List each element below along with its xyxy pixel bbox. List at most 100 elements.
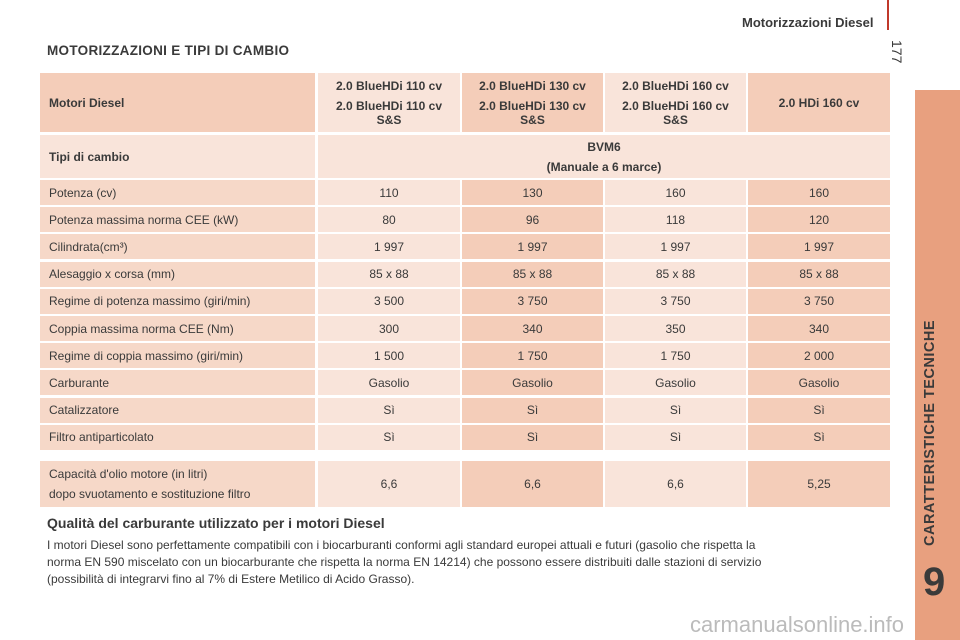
gearbox-value: BVM6 (Manuale a 6 marce)	[318, 135, 890, 178]
gearbox-label: Tipi di cambio	[40, 135, 315, 178]
text: Sì	[813, 403, 825, 418]
page-number: 177	[889, 40, 905, 64]
engine-name: 2.0 BlueHDi 110 cv S&S	[335, 98, 443, 127]
row-value: Gasolio	[748, 370, 890, 396]
text: Filtro antiparticolato	[49, 430, 154, 445]
row-value: 1 997	[748, 234, 890, 260]
text: Sì	[526, 403, 539, 418]
row-value: Sì	[605, 397, 746, 423]
label-line: dopo svuotamento e sostituzione filtro	[49, 487, 251, 501]
text: 5,25	[807, 477, 831, 491]
text: Alesaggio x corsa (mm)	[49, 267, 176, 282]
text: 120	[808, 212, 830, 227]
label: Motori Diesel	[49, 95, 125, 110]
row-value: 1 997	[605, 234, 746, 260]
row-value: 300	[318, 316, 460, 341]
watermark: carmanualsonline.info	[690, 612, 905, 637]
row-value: 85 x 88	[318, 261, 460, 287]
row-value: Sì	[748, 397, 890, 423]
oil-value: 6,6	[462, 461, 603, 507]
text: 3 500	[373, 294, 405, 309]
gearbox-line: BVM6	[587, 139, 621, 154]
row-value: Sì	[318, 424, 460, 450]
label-line: Capacità d'olio motore (in litri)	[49, 467, 208, 481]
text: Sì	[526, 430, 539, 445]
text: 3 750	[803, 294, 835, 309]
text: Sì	[669, 430, 682, 445]
engine-header: 2.0 BlueHDi 110 cv 2.0 BlueHDi 110 cv S&S	[318, 73, 460, 132]
engine-name: 2.0 HDi 160 cv	[778, 95, 860, 110]
text: Carburante	[49, 375, 110, 390]
engine-header: 2.0 BlueHDi 160 cv 2.0 BlueHDi 160 cv S&S	[605, 73, 746, 132]
text: 350	[665, 321, 686, 336]
text: 85 x 88	[369, 267, 409, 282]
engine-header: 2.0 HDi 160 cv	[748, 73, 890, 132]
engine-name: 2.0 BlueHDi 110 cv	[335, 78, 443, 93]
text: Gasolio	[655, 375, 696, 390]
row-value: 110	[318, 180, 460, 205]
body-line: norma EN 590 miscelato con un biocarbura…	[47, 555, 762, 569]
text: 1 500	[373, 348, 405, 363]
row-value: Gasolio	[318, 370, 460, 396]
engine-name: 2.0 BlueHDi 130 cv	[479, 78, 586, 93]
oil-value: 6,6	[318, 461, 460, 507]
text: 6,6	[524, 477, 541, 491]
engine-name: 2.0 BlueHDi 160 cv	[622, 78, 729, 93]
row-label: Cilindrata(cm³)	[40, 234, 315, 260]
text: 1 997	[803, 239, 835, 254]
text: 85 x 88	[512, 267, 553, 282]
text: Sì	[813, 430, 825, 445]
row-value: 130	[462, 180, 603, 205]
text: 85 x 88	[799, 267, 839, 282]
text: Sì	[383, 403, 395, 418]
text: 80	[382, 212, 396, 227]
oil-label: Capacità d'olio motore (in litri) dopo sv…	[40, 461, 315, 507]
row-label: Alesaggio x corsa (mm)	[40, 261, 315, 287]
row-label: Catalizzatore	[40, 397, 315, 423]
row-value: Sì	[462, 397, 603, 423]
text: Regime di coppia massimo (giri/min)	[49, 348, 244, 363]
section-title: Qualità del carburante utilizzato per i …	[47, 515, 385, 531]
row-label: Potenza massima norma CEE (kW)	[40, 207, 315, 233]
row-label: Potenza (cv)	[40, 180, 315, 205]
label: Tipi di cambio	[49, 149, 130, 164]
oil-value: 5,25	[748, 461, 890, 507]
text: 6,6	[667, 477, 684, 491]
row-value: 160	[605, 180, 746, 205]
engine-name: 2.0 BlueHDi 130 cv S&S	[479, 98, 586, 127]
row-value: Gasolio	[605, 370, 746, 396]
text: 2 000	[803, 348, 835, 363]
row-value: Sì	[748, 424, 890, 450]
row-value: 80	[318, 207, 460, 233]
row-value: 120	[748, 207, 890, 233]
running-header: Motorizzazioni Diesel	[742, 15, 874, 30]
chapter-title: CARATTERISTICHE TECNICHE	[922, 319, 938, 546]
row-value: 1 500	[318, 343, 460, 369]
body-line: I motori Diesel sono perfettamente compa…	[47, 538, 756, 552]
text: Regime di potenza massimo (giri/min)	[49, 294, 251, 309]
row-value: 1 997	[318, 234, 460, 260]
row-value: 3 500	[318, 288, 460, 314]
row-value: Sì	[462, 424, 603, 450]
text: 6,6	[380, 477, 398, 491]
row-value: 3 750	[462, 288, 603, 314]
row-value: 85 x 88	[605, 261, 746, 287]
text: 160	[665, 185, 686, 200]
row-value: 160	[748, 180, 890, 205]
row-label: Regime di coppia massimo (giri/min)	[40, 343, 315, 369]
row-value: 2 000	[748, 343, 890, 369]
gearbox-line: (Manuale a 6 marce)	[546, 159, 662, 174]
text: 1 997	[660, 239, 691, 254]
oil-value: 6,6	[605, 461, 746, 507]
text: 340	[808, 321, 830, 336]
row-value: 340	[462, 316, 603, 341]
row-value: 118	[605, 207, 746, 233]
chapter-number: 9	[923, 560, 946, 604]
row-value: Sì	[605, 424, 746, 450]
text: 110	[379, 185, 399, 200]
row-label: Regime di potenza massimo (giri/min)	[40, 288, 315, 314]
text: 1 750	[517, 348, 548, 363]
section-body: I motori Diesel sono perfettamente compa…	[47, 537, 761, 588]
text: 1 750	[660, 348, 691, 363]
